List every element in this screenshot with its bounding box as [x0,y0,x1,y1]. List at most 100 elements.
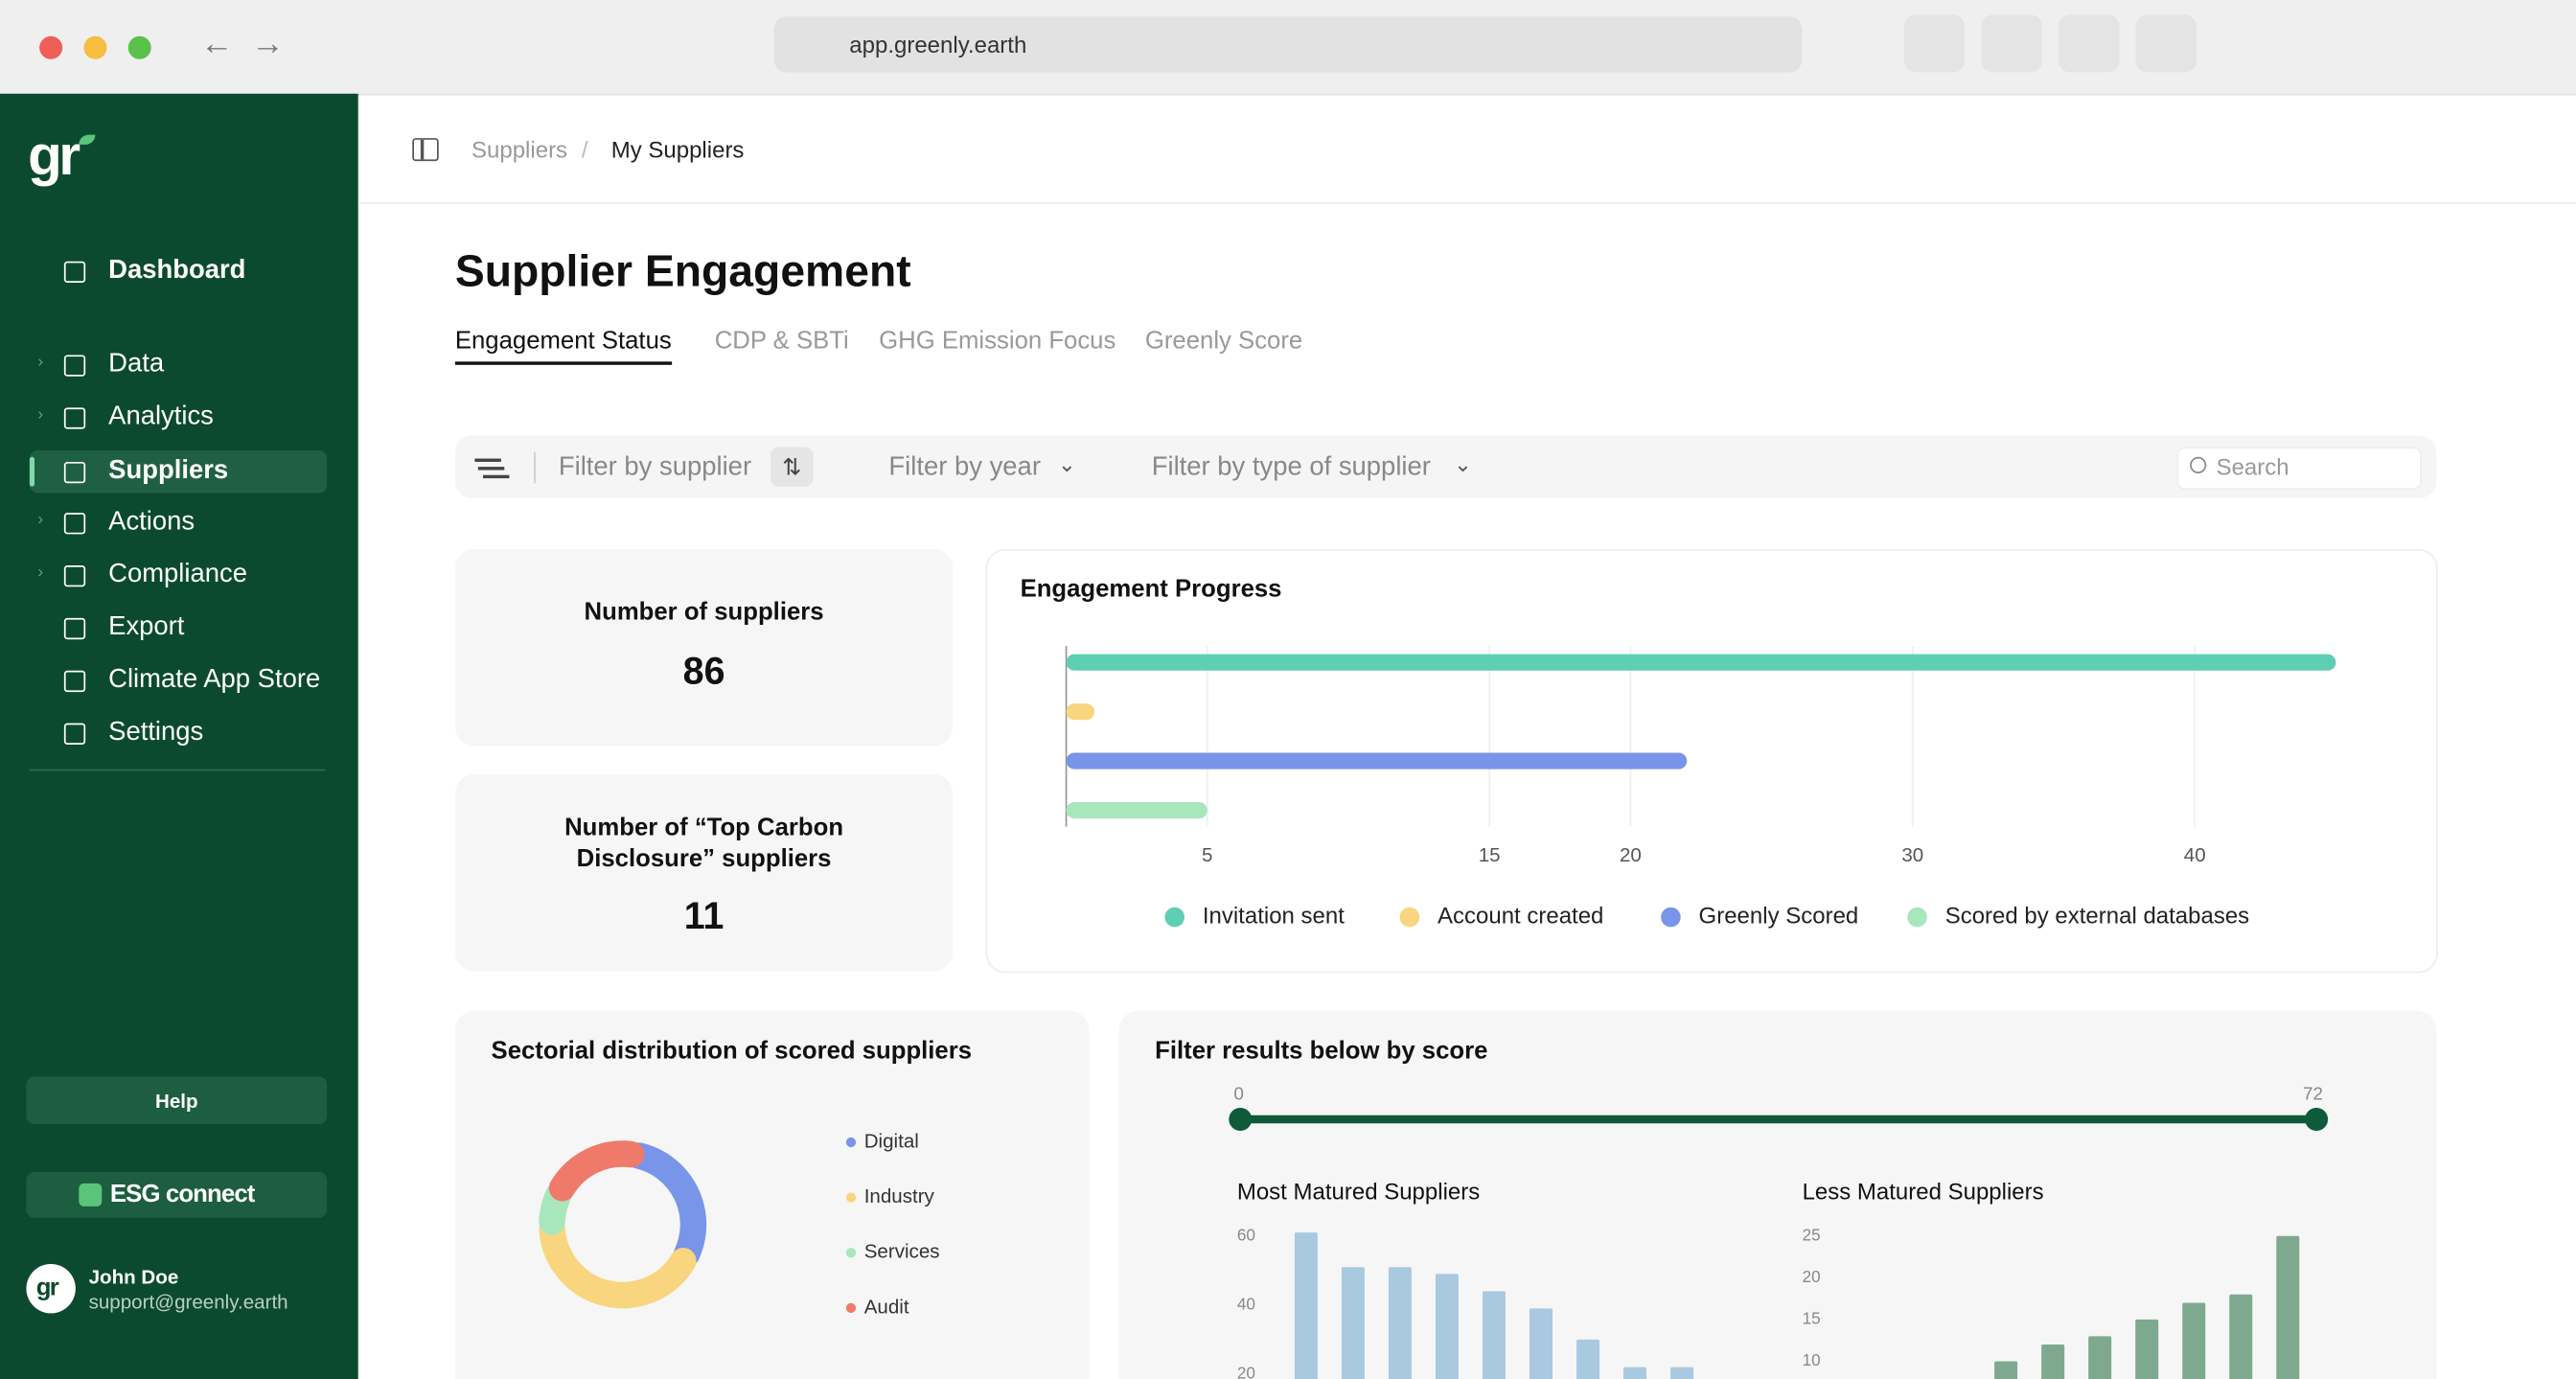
forward-button[interactable]: → [251,26,285,63]
filter-year[interactable]: Filter by year [888,453,1041,482]
avatar[interactable] [26,1263,76,1314]
search-box[interactable] [2176,447,2422,491]
partner-icon [79,1183,103,1207]
avatar-logo: gr [35,1274,59,1302]
minimize-button[interactable] [83,35,107,59]
help-button[interactable] [26,1076,328,1125]
nav-icon [63,617,86,640]
breadcrumb-item: My Suppliers [610,136,745,163]
nav-active-bg [29,449,328,494]
tab[interactable]: Greenly Score [1144,327,1303,356]
nav-item[interactable]: Settings [108,718,204,747]
nav-item[interactable]: Climate App Store [108,665,321,694]
toolbar-button[interactable] [2058,14,2120,73]
chart-title: Most Matured Suppliers [1237,1180,1480,1206]
nav-icon [63,513,86,535]
page-title: Supplier Engagement [454,246,911,296]
separator [29,769,326,771]
bar [2135,1319,2159,1379]
bar [1623,1367,1647,1379]
tab[interactable]: CDP & SBTi [714,327,849,356]
header-border [357,201,2576,204]
legend-label: Services [864,1241,940,1263]
close-button[interactable] [39,35,63,59]
x-tick-label: 30 [1901,844,1923,866]
legend-swatch [1164,907,1185,928]
legend-label: Digital [864,1130,919,1152]
slider-handle[interactable] [2305,1108,2329,1132]
bar [1435,1274,1459,1379]
bar [1066,752,1688,770]
nav-active-bar [29,456,35,487]
breadcrumb-item[interactable]: Suppliers [472,136,568,163]
bar [1482,1291,1506,1379]
divider [534,451,536,484]
partner-button[interactable] [26,1171,328,1218]
stat-card [454,548,954,747]
nav-item[interactable]: Data [108,350,165,379]
logo[interactable]: gr [28,125,80,188]
nav-item[interactable]: Dashboard [108,256,246,285]
toolbar-button[interactable] [1903,14,1966,73]
nav-icon [63,565,86,587]
legend-swatch [1661,907,1681,928]
bar [2088,1336,2112,1379]
bar [2182,1302,2206,1379]
stat-label: Number of suppliers [584,598,824,627]
legend-swatch [845,1192,857,1203]
sort-button[interactable]: ⇅ [770,447,814,487]
tab-underline [454,361,672,365]
legend-label: Greenly Scored [1699,903,1859,929]
filter-supplier[interactable]: Filter by supplier [558,453,752,482]
nav-chevron: › [37,563,44,583]
back-button[interactable]: ← [200,26,234,63]
bar [1530,1308,1553,1379]
legend-swatch [845,1248,857,1258]
stat-label: Number of “Top Carbon Disclosure” suppli… [564,813,844,873]
legend-label: Scored by external databases [1945,903,2249,929]
sidebar-toggle[interactable] [412,138,439,162]
bar [1341,1267,1365,1379]
search-placeholder: Search [2216,453,2289,480]
legend-label: Industry [864,1185,935,1207]
nav-item[interactable]: Compliance [108,560,247,589]
bar [1294,1232,1318,1379]
nav-icon [63,355,86,377]
bar [1670,1367,1694,1379]
nav-item[interactable]: Export [108,612,185,641]
filter-type[interactable]: Filter by type of supplier [1151,453,1431,482]
y-tick-label: 25 [1803,1225,1821,1244]
slider-handle[interactable] [1229,1108,1253,1132]
filter-icon[interactable] [474,458,501,462]
user-email: support@greenly.earth [88,1290,288,1314]
tab[interactable]: Engagement Status [454,327,672,356]
maximize-button[interactable] [127,35,151,59]
nav-icon [63,670,86,693]
bar [1066,801,1208,819]
chart-title: Sectorial distribution of scored supplie… [492,1037,972,1064]
logo-leaf [79,134,96,145]
nav-item[interactable]: Suppliers [108,456,229,485]
bar [2276,1235,2300,1379]
legend-swatch [845,1137,857,1148]
legend-swatch [1907,907,1927,928]
toolbar-button[interactable] [1981,14,2042,73]
stat-value: 11 [683,894,724,937]
nav-item[interactable]: Analytics [108,402,214,431]
y-tick-label: 20 [1803,1267,1821,1286]
bar [1576,1339,1600,1379]
y-tick-label: 60 [1237,1225,1255,1244]
y-tick-label: 20 [1237,1363,1255,1379]
chevron: ⌄ [1058,451,1076,477]
slider-max-label: 72 [2303,1083,2323,1103]
tab[interactable]: GHG Emission Focus [879,327,1116,356]
nav-item[interactable]: Actions [108,507,196,537]
toolbar-button[interactable] [2135,14,2197,73]
y-tick-label: 15 [1803,1308,1821,1327]
url: app.greenly.earth [849,31,1027,58]
nav-chevron: › [37,405,44,425]
nav-chevron: › [37,511,44,530]
x-tick-label: 20 [1620,844,1642,866]
address-bar[interactable] [773,16,1803,73]
